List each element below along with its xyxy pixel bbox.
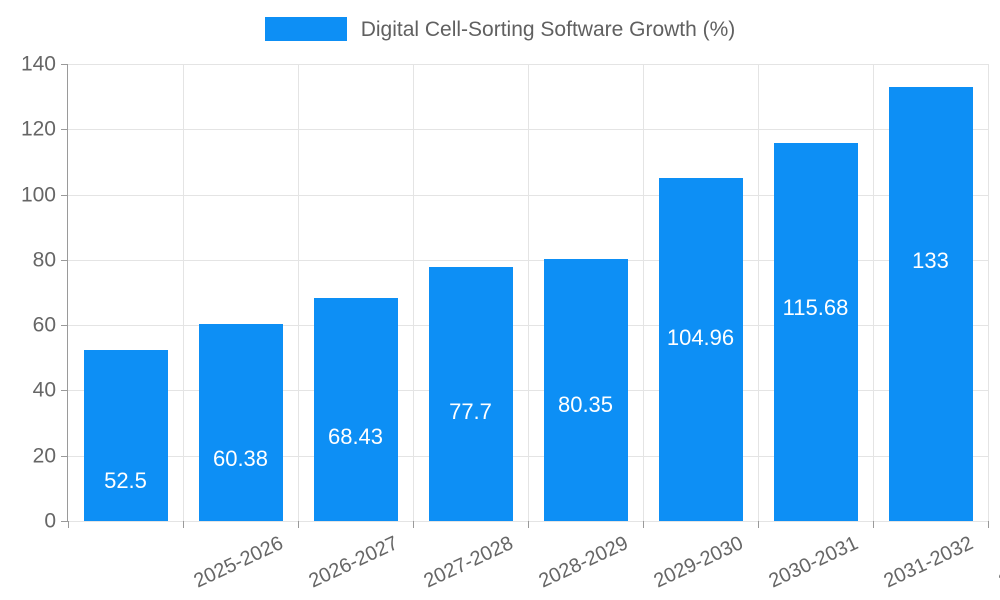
y-tick-mark xyxy=(61,455,68,457)
gridline-vertical xyxy=(528,64,529,521)
y-tick-label: 120 xyxy=(20,117,56,141)
y-axis-line xyxy=(67,64,68,521)
y-tick-label: 20 xyxy=(32,444,56,468)
bar-value-label: 80.35 xyxy=(557,391,614,417)
gridline-vertical xyxy=(298,64,299,521)
y-tick-label: 40 xyxy=(32,378,56,402)
gridline-vertical xyxy=(758,64,759,521)
bar-value-label: 52.5 xyxy=(104,467,147,493)
gridline-vertical xyxy=(183,64,184,521)
bar-value-label: 77.7 xyxy=(449,398,492,424)
x-tick-mark xyxy=(68,521,69,528)
x-tick-mark xyxy=(298,521,299,528)
y-tick-mark xyxy=(61,390,68,392)
y-tick-mark xyxy=(61,64,68,65)
bar[interactable] xyxy=(83,349,168,521)
legend-swatch-icon xyxy=(264,17,347,41)
x-tick-mark xyxy=(873,521,874,528)
bar[interactable] xyxy=(888,86,973,521)
gridline-vertical xyxy=(988,64,989,521)
x-tick-mark xyxy=(183,521,184,528)
bar[interactable] xyxy=(428,267,513,521)
bar-value-label: 68.43 xyxy=(327,424,384,450)
x-tick-label: 2031-2032 xyxy=(880,532,977,593)
plot-area: 52.5 60.38 68.43 77.7 80.35 104.96 115.68 133 xyxy=(61,64,989,528)
legend-label: Digital Cell-Sorting Software Growth (%) xyxy=(360,17,736,41)
bar-value-label: 104.96 xyxy=(666,324,735,350)
x-tick-label: 2030-2031 xyxy=(765,532,862,593)
y-tick-mark xyxy=(61,259,68,261)
gridline-vertical xyxy=(413,64,414,521)
gridline-vertical xyxy=(643,64,644,521)
x-tick-label: 2026-2027 xyxy=(305,532,402,593)
bar[interactable] xyxy=(773,143,858,521)
bar[interactable] xyxy=(198,323,283,521)
bar-value-label: 115.68 xyxy=(782,295,849,321)
bar[interactable] xyxy=(313,297,398,521)
legend-entry-0[interactable]: Digital Cell-Sorting Software Growth (%) xyxy=(264,17,736,41)
y-tick-label: 60 xyxy=(32,313,56,337)
y-tick-mark xyxy=(61,325,68,327)
y-tick-mark xyxy=(61,194,68,196)
x-tick-label: 2032-2033 xyxy=(995,532,1000,593)
x-tick-mark xyxy=(528,521,529,528)
x-tick-mark xyxy=(413,521,414,528)
x-tick-label: 2029-2030 xyxy=(650,532,747,593)
bar[interactable] xyxy=(543,258,628,521)
bar-value-label: 60.38 xyxy=(212,446,269,472)
y-tick-label: 100 xyxy=(20,183,56,207)
chart-legend: Digital Cell-Sorting Software Growth (%) xyxy=(0,0,1000,58)
y-tick-label: 80 xyxy=(32,248,56,272)
bar[interactable] xyxy=(658,178,743,521)
x-tick-mark xyxy=(758,521,759,528)
x-tick-label: 2028-2029 xyxy=(535,532,632,593)
x-tick-mark xyxy=(988,521,989,528)
y-tick-label: 0 xyxy=(44,509,56,533)
x-tick-mark xyxy=(643,521,644,528)
x-tick-label: 2027-2028 xyxy=(420,532,517,593)
y-tick-mark xyxy=(61,129,68,131)
y-tick-mark xyxy=(61,521,68,522)
x-tick-label: 2025-2026 xyxy=(190,532,287,593)
gridline-vertical xyxy=(873,64,874,521)
y-tick-label: 140 xyxy=(20,52,56,76)
bar-value-label: 133 xyxy=(912,248,949,274)
